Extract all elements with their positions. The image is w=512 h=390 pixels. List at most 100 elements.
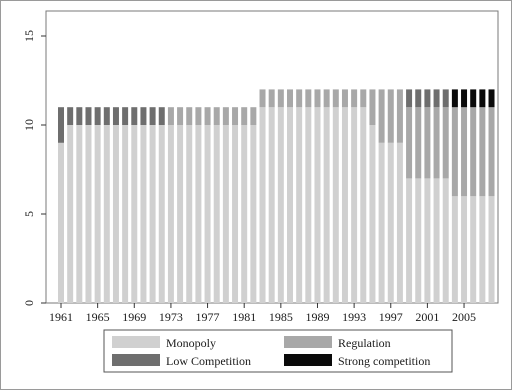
bar-1989-regulation bbox=[314, 89, 321, 108]
legend-label-low-competition: Low Competition bbox=[166, 354, 251, 368]
bar-1980-monopoly bbox=[232, 125, 239, 303]
bar-2007-monopoly bbox=[479, 196, 486, 303]
x-tick-label: 1973 bbox=[159, 310, 183, 324]
bar-2008-monopoly bbox=[488, 196, 495, 303]
bar-1963-low-competition bbox=[76, 107, 83, 125]
x-tick-label: 1977 bbox=[196, 310, 220, 324]
bar-1977-monopoly bbox=[204, 125, 211, 303]
bar-2005-monopoly bbox=[461, 196, 468, 303]
bar-1975-regulation bbox=[186, 107, 193, 125]
bar-2001-regulation bbox=[424, 107, 431, 179]
bar-1962-low-competition bbox=[67, 107, 74, 125]
legend-swatch-regulation bbox=[284, 336, 332, 348]
y-tick-label: 15 bbox=[22, 30, 36, 42]
bar-1987-monopoly bbox=[296, 107, 303, 303]
legend-swatch-low-competition bbox=[112, 354, 160, 366]
bar-1972-low-competition bbox=[158, 107, 165, 125]
bar-1982-regulation bbox=[250, 107, 257, 125]
legend-swatch-strong-competition bbox=[284, 354, 332, 366]
bar-1996-regulation bbox=[378, 89, 385, 143]
bar-1999-regulation bbox=[406, 107, 413, 179]
bar-1998-regulation bbox=[396, 89, 403, 143]
x-tick-label: 1969 bbox=[122, 310, 146, 324]
bar-1981-regulation bbox=[241, 107, 248, 125]
bar-1975-monopoly bbox=[186, 125, 193, 303]
legend-label-regulation: Regulation bbox=[338, 336, 391, 350]
bar-1970-monopoly bbox=[140, 125, 147, 303]
bar-1979-monopoly bbox=[222, 125, 229, 303]
x-tick-label: 1989 bbox=[305, 310, 329, 324]
bar-1965-monopoly bbox=[94, 125, 101, 303]
legend: Monopoly Regulation Low Competition Strong … bbox=[103, 329, 453, 373]
bar-1964-low-competition bbox=[85, 107, 92, 125]
bar-1972-monopoly bbox=[158, 125, 165, 303]
bar-1996-monopoly bbox=[378, 142, 385, 303]
x-tick-label: 1965 bbox=[86, 310, 110, 324]
bar-1982-monopoly bbox=[250, 125, 257, 303]
bar-1974-regulation bbox=[177, 107, 184, 125]
bar-1974-monopoly bbox=[177, 125, 184, 303]
bar-1995-monopoly bbox=[369, 125, 376, 303]
bar-1992-regulation bbox=[341, 89, 348, 108]
bar-2000-regulation bbox=[415, 107, 422, 179]
x-tick-label: 1993 bbox=[342, 310, 366, 324]
bar-2006-strong-competition bbox=[470, 89, 477, 108]
bar-2001-monopoly bbox=[424, 178, 431, 303]
bar-1969-monopoly bbox=[131, 125, 138, 303]
bar-1999-low-competition bbox=[406, 89, 413, 108]
bar-2006-regulation bbox=[470, 107, 477, 197]
bars-layer bbox=[58, 89, 495, 303]
bar-1987-regulation bbox=[296, 89, 303, 108]
x-tick-label: 1997 bbox=[379, 310, 403, 324]
bar-1979-regulation bbox=[222, 107, 229, 125]
bar-1997-monopoly bbox=[387, 142, 394, 303]
bar-1994-monopoly bbox=[360, 107, 367, 303]
bar-1995-regulation bbox=[369, 89, 376, 125]
bar-1986-regulation bbox=[287, 89, 293, 108]
bar-2003-regulation bbox=[442, 107, 449, 179]
x-tick-label: 1981 bbox=[232, 310, 256, 324]
bar-1980-regulation bbox=[232, 107, 239, 125]
bar-1985-monopoly bbox=[277, 107, 284, 303]
legend-label-strong-competition: Strong competition bbox=[338, 354, 430, 368]
bar-1998-monopoly bbox=[396, 142, 403, 303]
bar-1988-monopoly bbox=[305, 107, 312, 303]
bar-2004-strong-competition bbox=[451, 89, 458, 108]
bar-2002-low-competition bbox=[433, 89, 440, 108]
bar-1963-monopoly bbox=[76, 125, 83, 303]
bar-1973-monopoly bbox=[167, 125, 174, 303]
axes-layer: 0 5 10 15 1961 1965 1969 1973 1977 1981 1985 1989 19… bbox=[22, 30, 476, 324]
bar-1990-regulation bbox=[323, 89, 330, 108]
bar-2004-monopoly bbox=[451, 196, 458, 303]
bar-2002-monopoly bbox=[433, 178, 440, 303]
bar-1988-regulation bbox=[305, 89, 312, 108]
bar-2008-strong-competition bbox=[488, 89, 495, 108]
bar-1966-monopoly bbox=[103, 125, 110, 303]
bar-1983-regulation bbox=[259, 89, 266, 108]
bar-1962-monopoly bbox=[67, 125, 74, 303]
bar-1961-low-competition bbox=[58, 107, 64, 143]
bar-1973-regulation bbox=[167, 107, 174, 125]
y-tick-label: 5 bbox=[22, 211, 36, 217]
bar-1971-low-competition bbox=[149, 107, 156, 125]
bar-1976-monopoly bbox=[195, 125, 202, 303]
y-tick-label: 0 bbox=[22, 300, 36, 306]
bar-1977-regulation bbox=[204, 107, 211, 125]
bar-2008-regulation bbox=[488, 107, 495, 197]
bar-1986-monopoly bbox=[287, 107, 293, 303]
bar-2000-low-competition bbox=[415, 89, 422, 108]
bar-1997-regulation bbox=[387, 89, 394, 143]
y-tick-label: 10 bbox=[22, 119, 36, 131]
bar-1993-regulation bbox=[351, 89, 358, 108]
bar-1966-low-competition bbox=[103, 107, 110, 125]
bar-1994-regulation bbox=[360, 89, 367, 108]
bar-1992-monopoly bbox=[341, 107, 348, 303]
bar-1984-monopoly bbox=[268, 107, 275, 303]
bar-1978-regulation bbox=[213, 107, 220, 125]
bar-2006-monopoly bbox=[470, 196, 477, 303]
bar-1967-monopoly bbox=[112, 125, 119, 303]
bar-1961-monopoly bbox=[58, 142, 64, 303]
bar-2003-monopoly bbox=[442, 178, 449, 303]
